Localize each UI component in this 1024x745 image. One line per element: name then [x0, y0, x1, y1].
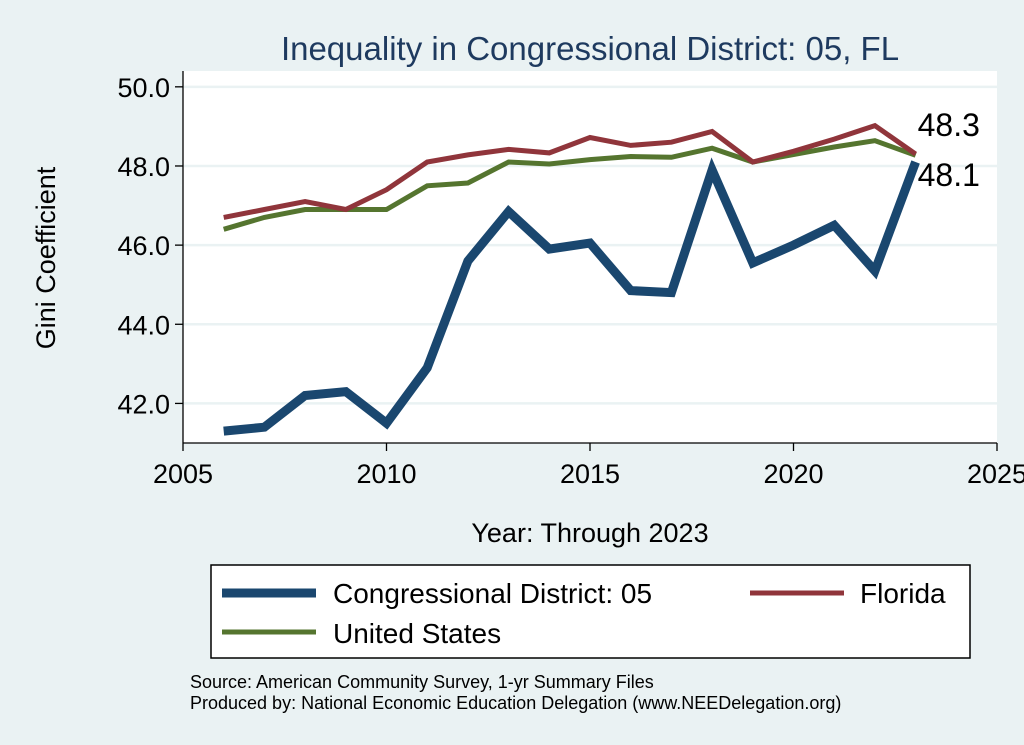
legend: Congressional District: 05 Florida Unite…: [210, 564, 971, 659]
y-tick-label: 46.0: [117, 231, 170, 261]
producer-note: Produced by: National Economic Education…: [190, 693, 841, 713]
y-tick-label: 50.0: [117, 73, 170, 103]
y-tick-label: 42.0: [117, 389, 170, 419]
x-tick-label: 2025: [967, 459, 1024, 489]
x-tick-label: 2015: [560, 459, 620, 489]
x-axis-title: Year: Through 2023: [471, 518, 708, 548]
end-labels: 48.3 48.1: [918, 107, 980, 193]
end-value-label: 48.1: [918, 157, 980, 193]
axes: [175, 71, 998, 451]
y-tick-label: 48.0: [117, 152, 170, 182]
source-note: Source: American Community Survey, 1-yr …: [190, 672, 654, 692]
legend-label-us: United States: [333, 618, 501, 649]
series-line-florida: [223, 122, 918, 220]
end-value-label: 48.3: [918, 107, 980, 143]
tick-labels: 42.0 44.0 46.0 48.0 50.0 2005 2010 2015 2020 2025: [117, 73, 1024, 489]
legend-label-florida: Florida: [860, 578, 946, 609]
chart-title: Inequality in Congressional District: 05…: [281, 30, 899, 67]
y-axis-title: Gini Coefficient: [31, 166, 61, 349]
x-tick-label: 2010: [356, 459, 416, 489]
series-line-district: [223, 157, 920, 436]
legend-box: [210, 564, 971, 659]
series-layer: [222, 122, 920, 436]
x-tick-label: 2020: [763, 459, 823, 489]
x-tick-label: 2005: [153, 459, 213, 489]
legend-label-district: Congressional District: 05: [333, 578, 652, 609]
y-tick-label: 44.0: [117, 310, 170, 340]
